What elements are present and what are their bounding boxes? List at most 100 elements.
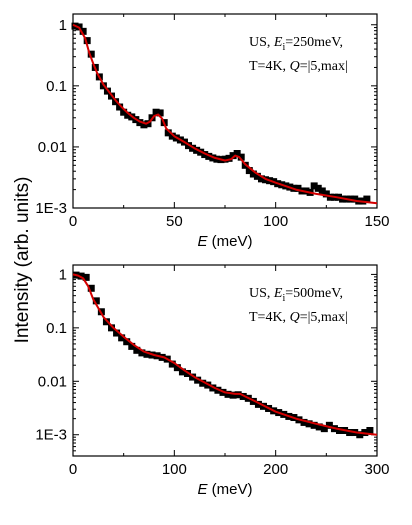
bottom-fit-line xyxy=(72,273,378,436)
bottom-data-point xyxy=(123,338,131,346)
top-y-tick-label: 0.1 xyxy=(46,78,67,95)
top-data-point xyxy=(87,50,95,58)
bottom-data-point xyxy=(189,373,197,381)
bottom-data-point xyxy=(320,425,328,433)
top-data-point xyxy=(124,111,132,119)
top-y-tick-label: 0.01 xyxy=(38,139,67,156)
top-data-point xyxy=(318,187,326,195)
top-legend-temp: T=4K, xyxy=(249,59,290,74)
top-legend-q-value: =|5,max| xyxy=(300,59,348,74)
bottom-data-point xyxy=(224,390,232,398)
bottom-data-point xyxy=(315,423,323,431)
bottom-legend-line-1: US, Ei=500meV, xyxy=(249,286,343,304)
bottom-x-tick-label: 0 xyxy=(69,461,77,478)
top-fit-line xyxy=(72,23,378,205)
top-x-tick-label: 0 xyxy=(69,213,77,230)
bottom-x-tick-label: 100 xyxy=(162,461,187,478)
bottom-y-tick-label: 0.01 xyxy=(38,373,67,390)
top-data-point xyxy=(79,27,87,35)
bottom-x-axis-unit: (meV) xyxy=(208,481,253,498)
bottom-y-tick-label: 1E-3 xyxy=(35,427,67,444)
top-data-point xyxy=(233,150,241,158)
bottom-data-point xyxy=(138,349,146,357)
bottom-data-point xyxy=(87,284,95,292)
bottom-data-point xyxy=(92,297,100,305)
bottom-data-point xyxy=(194,376,202,384)
top-data-point xyxy=(189,144,197,152)
top-legend-energy-sub: i xyxy=(282,42,285,53)
bottom-legend-line-2: T=4K, Q=|5,max| xyxy=(249,310,348,325)
top-data-point xyxy=(168,132,176,140)
top-legend-energy-var: E xyxy=(273,35,283,50)
bottom-legend-q-value: =|5,max| xyxy=(300,310,348,325)
bottom-legend-energy-sub: i xyxy=(282,293,285,304)
top-legend-line-2: T=4K, Q=|5,max| xyxy=(249,59,348,74)
top-data-point xyxy=(322,190,330,198)
top-x-axis-label: E (meV) xyxy=(197,233,252,250)
bottom-data-point xyxy=(178,368,186,376)
bottom-data-point xyxy=(113,329,121,337)
bottom-data-point xyxy=(325,421,333,429)
bottom-data-point xyxy=(199,379,207,387)
top-y-tick-label: 1E-3 xyxy=(35,200,67,217)
top-data-point xyxy=(314,184,322,192)
top-data-point xyxy=(326,193,334,201)
bottom-data-point xyxy=(346,429,354,437)
top-x-tick-label: 100 xyxy=(263,213,288,230)
panel-bottom: 0 100 200 300 1E-3 0.01 0.1 1 E (meV) US, Ei=500m… xyxy=(35,264,390,498)
bottom-data-point xyxy=(300,418,308,426)
top-data-point xyxy=(257,175,265,183)
top-y-tick-label: 1 xyxy=(59,17,67,34)
top-data-point xyxy=(253,172,261,180)
y-axis-label: Intensity (arb. units) xyxy=(12,177,33,344)
bottom-data-point xyxy=(82,273,90,281)
bottom-data-point xyxy=(229,391,237,399)
top-x-tick-label: 150 xyxy=(364,213,389,230)
top-data-point xyxy=(140,121,148,129)
top-legend-prefix: US, xyxy=(249,35,274,50)
bottom-x-axis-var: E xyxy=(197,481,208,498)
bottom-data-point xyxy=(133,346,141,354)
top-data-point xyxy=(245,167,253,175)
top-data-point xyxy=(237,153,245,161)
top-data-point xyxy=(152,108,160,116)
bottom-data-point xyxy=(254,400,262,408)
top-data-point xyxy=(351,195,359,203)
bottom-data-point xyxy=(102,318,110,326)
bottom-data-point xyxy=(173,364,181,372)
top-data-point xyxy=(225,154,233,162)
top-data-point xyxy=(116,103,124,111)
top-legend-q-var: Q xyxy=(290,59,300,74)
bottom-data-point xyxy=(356,431,364,439)
panel-top: 0 50 100 150 1E-3 0.01 0.1 1 E (meV) US, Ei=250me… xyxy=(35,13,390,250)
bottom-legend-energy-var: E xyxy=(273,286,283,301)
bottom-legend-q-var: Q xyxy=(290,310,300,325)
top-data-point xyxy=(363,195,371,203)
bottom-data-point xyxy=(108,324,116,332)
bottom-y-tick-label: 0.1 xyxy=(46,320,67,337)
bottom-x-tick-label: 200 xyxy=(263,461,288,478)
bottom-legend-energy-value: =500meV, xyxy=(285,286,343,301)
top-data-point xyxy=(229,152,237,160)
top-data-point xyxy=(294,184,302,192)
top-data-point xyxy=(221,155,229,163)
bottom-x-tick-label: 300 xyxy=(364,461,389,478)
bottom-data-point xyxy=(366,427,374,435)
top-legend-energy-value: =250meV, xyxy=(285,35,343,50)
top-data-point xyxy=(164,129,172,137)
bottom-data-point xyxy=(336,427,344,435)
bottom-x-axis-label: E (meV) xyxy=(197,481,252,498)
bottom-y-tick-label: 1 xyxy=(59,266,67,283)
bottom-data-point xyxy=(118,334,126,342)
top-legend-line-1: US, Ei=250meV, xyxy=(249,35,343,53)
bottom-data-point xyxy=(128,342,136,350)
bottom-data-point xyxy=(168,360,176,368)
bottom-data-point xyxy=(143,350,151,358)
top-x-tick-label: 50 xyxy=(166,213,183,230)
top-data-point xyxy=(310,182,318,190)
top-data-point xyxy=(120,108,128,116)
top-data-point xyxy=(205,152,213,160)
top-x-axis-var: E xyxy=(197,233,208,250)
